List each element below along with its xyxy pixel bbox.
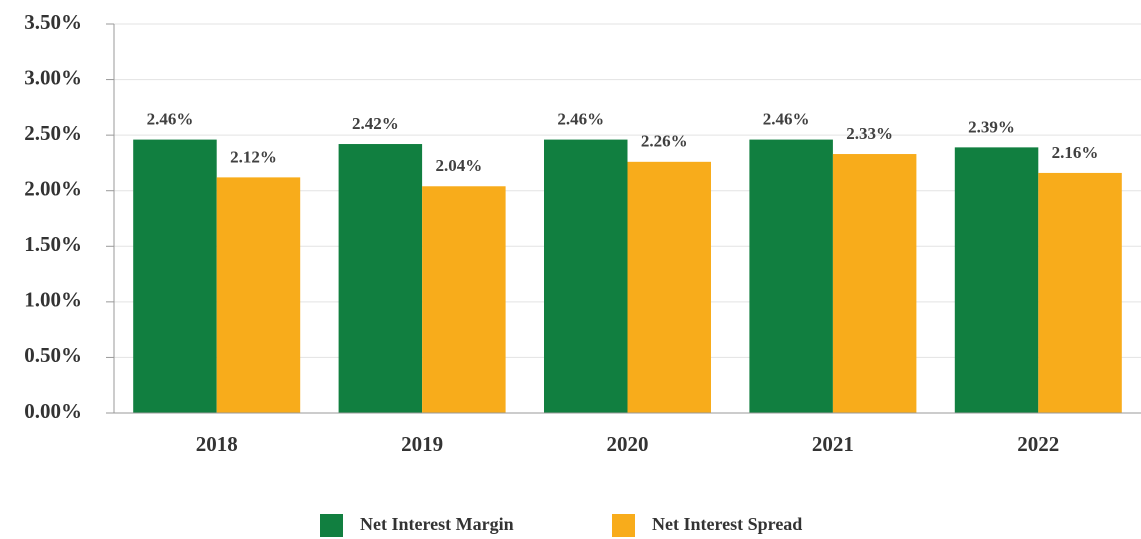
value-label: 2.16% (1052, 143, 1099, 162)
x-tick-label: 2019 (401, 432, 443, 456)
value-label: 2.46% (147, 109, 194, 128)
y-tick-label: 1.00% (24, 288, 82, 312)
bar (832, 154, 917, 413)
value-label: 2.39% (968, 117, 1015, 136)
y-tick-label: 2.00% (24, 177, 82, 201)
bar (544, 139, 628, 414)
x-tick-label: 2018 (196, 432, 238, 456)
x-tick-label: 2021 (812, 432, 854, 456)
legend-swatch (612, 514, 635, 537)
bar (338, 144, 423, 413)
value-label: 2.26% (641, 132, 688, 151)
x-tick-label: 2020 (607, 432, 649, 456)
legend-label: Net Interest Spread (652, 514, 802, 534)
value-label: 2.33% (846, 124, 893, 143)
value-label: 2.04% (435, 156, 482, 175)
bar (216, 177, 301, 413)
y-tick-label: 3.00% (24, 65, 82, 89)
bar (749, 139, 833, 414)
value-label: 2.46% (557, 109, 604, 128)
value-label: 2.46% (763, 109, 810, 128)
y-tick-label: 2.50% (24, 121, 82, 145)
value-label: 2.42% (352, 114, 399, 133)
y-tick-label: 0.00% (24, 399, 82, 423)
bar (133, 139, 217, 414)
bar (954, 147, 1039, 413)
y-tick-label: 1.50% (24, 232, 82, 256)
bar (1038, 172, 1122, 413)
bar (627, 161, 711, 413)
y-tick-label: 0.50% (24, 343, 82, 367)
x-tick-label: 2022 (1017, 432, 1059, 456)
bar (422, 186, 506, 413)
y-tick-label: 3.50% (24, 10, 82, 34)
legend-swatch (320, 514, 343, 537)
value-label: 2.12% (230, 147, 277, 166)
legend-label: Net Interest Margin (360, 514, 514, 534)
